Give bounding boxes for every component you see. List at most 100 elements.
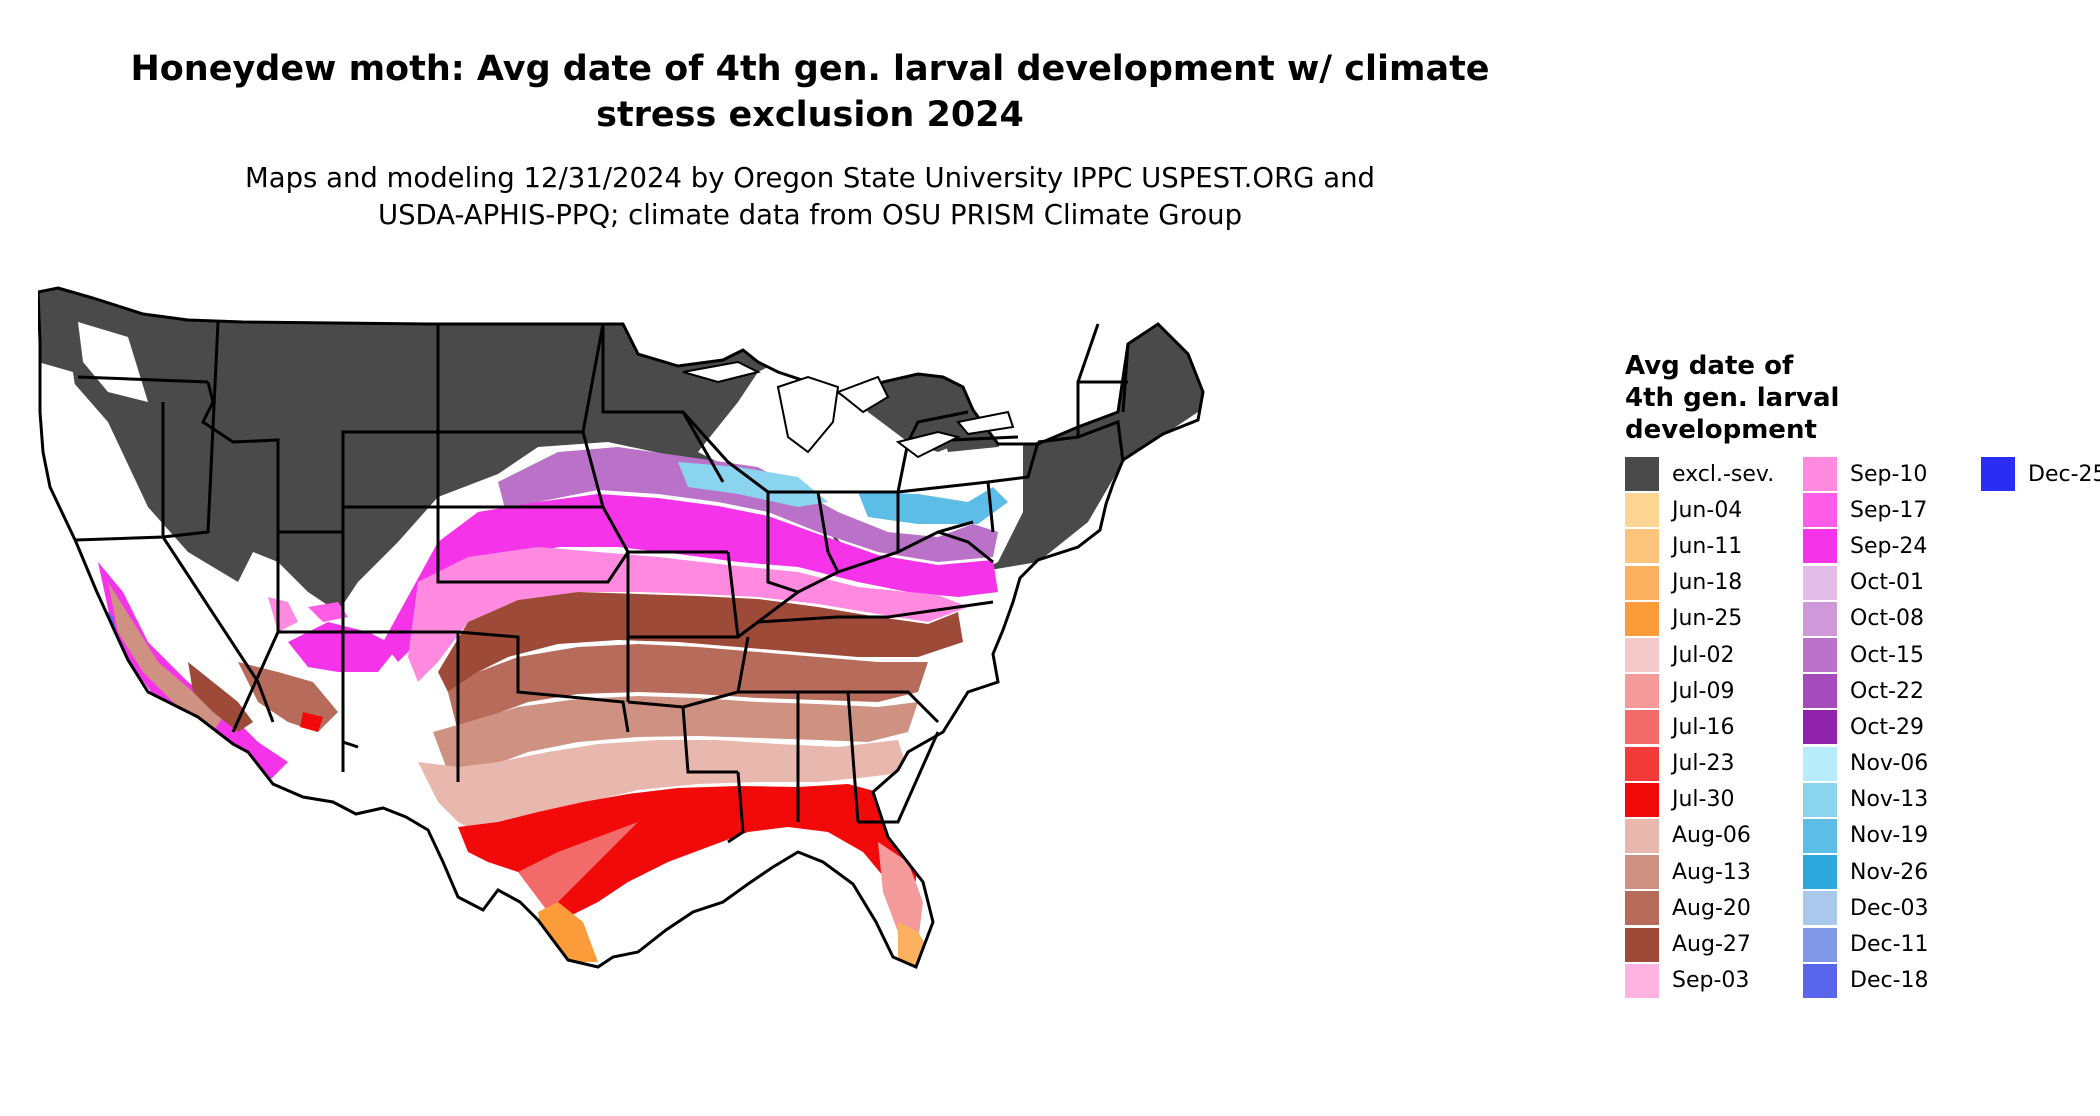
legend-swatch (1625, 601, 1659, 636)
legend-swatch (1803, 746, 1837, 781)
midwest-no-completion (698, 352, 1023, 582)
legend-item: Dec-25 (1981, 456, 2100, 492)
legend-item: Jul-23 (1625, 746, 1803, 782)
legend-swatch (1625, 855, 1659, 890)
legend-label: Dec-18 (1850, 968, 1929, 994)
legend-label: Jul-30 (1672, 787, 1735, 813)
great-lakes (682, 360, 1015, 459)
legend-label: Aug-20 (1672, 895, 1751, 921)
legend-label: Sep-17 (1850, 497, 1928, 523)
legend-column: Dec-25 (1981, 456, 2100, 999)
legend-title: Avg date of 4th gen. larval development (1625, 351, 1840, 445)
legend-swatch (1625, 782, 1659, 817)
legend-swatch (1625, 493, 1659, 528)
legend-swatch (1625, 565, 1659, 600)
legend-label: Oct-22 (1850, 678, 1924, 704)
legend-item: Dec-11 (1803, 926, 1981, 962)
legend-item: Oct-08 (1803, 601, 1981, 637)
legend-item: Jul-30 (1625, 782, 1803, 818)
legend-item: Jun-18 (1625, 565, 1803, 601)
legend-label: Dec-25 (2028, 461, 2100, 487)
state-boundaries (38, 286, 1205, 969)
legend-label: Oct-29 (1850, 714, 1924, 740)
legend-swatch (1803, 927, 1837, 962)
map-title: Honeydew moth: Avg date of 4th gen. larv… (130, 49, 1490, 135)
legend-item: Sep-17 (1803, 492, 1981, 528)
legend-label: Aug-06 (1672, 823, 1751, 849)
legend-swatch (1625, 457, 1659, 492)
sep-band (383, 494, 998, 662)
legend-swatch (1625, 529, 1659, 564)
legend-item: Jun-11 (1625, 528, 1803, 564)
legend-label: Sep-24 (1850, 533, 1928, 559)
legend-item: Jul-02 (1625, 637, 1803, 673)
legend-swatch (1625, 818, 1659, 853)
legend-label: Nov-13 (1850, 787, 1929, 813)
legend-item: Aug-27 (1625, 926, 1803, 962)
legend-swatch (1803, 457, 1837, 492)
legend-label: Nov-26 (1850, 859, 1929, 885)
legend-item: Jun-04 (1625, 492, 1803, 528)
legend-swatch (1625, 963, 1659, 998)
legend-label: Oct-01 (1850, 570, 1924, 596)
legend-swatch (1803, 674, 1837, 709)
legend-swatch (1625, 891, 1659, 926)
legend-label: Jun-25 (1672, 606, 1743, 632)
legend-item: Nov-06 (1803, 746, 1981, 782)
legend-label: Dec-03 (1850, 895, 1929, 921)
legend-swatch (1803, 855, 1837, 890)
legend-label: excl.-sev. (1672, 461, 1775, 487)
legend-column: excl.-sev. Jun-04 Jun-11 Jun-18 Jun-25 Jul-02… (1625, 456, 1803, 999)
legend-swatch (1803, 782, 1837, 817)
legend-item: Oct-01 (1803, 565, 1981, 601)
us-map (38, 286, 1205, 969)
legend-label: Jul-09 (1672, 678, 1735, 704)
legend-swatch (1981, 457, 2015, 492)
legend: Avg date of 4th gen. larval development … (1625, 350, 2100, 999)
legend-swatch (1803, 963, 1837, 998)
legend-swatch (1625, 746, 1659, 781)
legend-swatch (1803, 818, 1837, 853)
legend-item: Aug-20 (1625, 890, 1803, 926)
legend-item: Sep-10 (1803, 456, 1981, 492)
legend-label: Sep-03 (1672, 968, 1750, 994)
legend-swatch (1803, 601, 1837, 636)
legend-label: Jun-04 (1672, 497, 1743, 523)
legend-label: Sep-10 (1850, 461, 1928, 487)
legend-label: Jul-02 (1672, 642, 1735, 668)
legend-item: Oct-22 (1803, 673, 1981, 709)
legend-item: Nov-13 (1803, 782, 1981, 818)
title-block: Honeydew moth: Avg date of 4th gen. larv… (0, 46, 1620, 234)
legend-swatch (1625, 674, 1659, 709)
legend-item: Dec-18 (1803, 963, 1981, 999)
legend-swatch (1803, 493, 1837, 528)
legend-swatch (1803, 891, 1837, 926)
legend-swatch (1803, 638, 1837, 673)
legend-item: Aug-06 (1625, 818, 1803, 854)
legend-label: Jul-23 (1672, 751, 1735, 777)
legend-label: Dec-11 (1850, 932, 1929, 958)
legend-label: Oct-15 (1850, 642, 1924, 668)
legend-item: excl.-sev. (1625, 456, 1803, 492)
legend-label: Oct-08 (1850, 606, 1924, 632)
legend-item: Oct-29 (1803, 709, 1981, 745)
legend-label: Aug-27 (1672, 932, 1751, 958)
legend-item: Jun-25 (1625, 601, 1803, 637)
legend-item: Nov-26 (1803, 854, 1981, 890)
legend-swatch (1625, 710, 1659, 745)
legend-label: Aug-13 (1672, 859, 1751, 885)
legend-swatch (1625, 927, 1659, 962)
legend-item: Dec-03 (1803, 890, 1981, 926)
legend-label: Jun-18 (1672, 570, 1743, 596)
legend-swatch (1803, 710, 1837, 745)
legend-label: Nov-19 (1850, 823, 1929, 849)
legend-item: Aug-13 (1625, 854, 1803, 890)
legend-columns: excl.-sev. Jun-04 Jun-11 Jun-18 Jun-25 Jul-02… (1625, 456, 2100, 999)
legend-item: Nov-19 (1803, 818, 1981, 854)
legend-item: Jul-16 (1625, 709, 1803, 745)
legend-item: Sep-24 (1803, 528, 1981, 564)
legend-column: Sep-10 Sep-17 Sep-24 Oct-01 Oct-08 Oct-15 Oct-… (1803, 456, 1981, 999)
oct-band (498, 447, 998, 562)
legend-label: Nov-06 (1850, 751, 1929, 777)
map-subtitle: Maps and modeling 12/31/2024 by Oregon S… (245, 162, 1375, 231)
